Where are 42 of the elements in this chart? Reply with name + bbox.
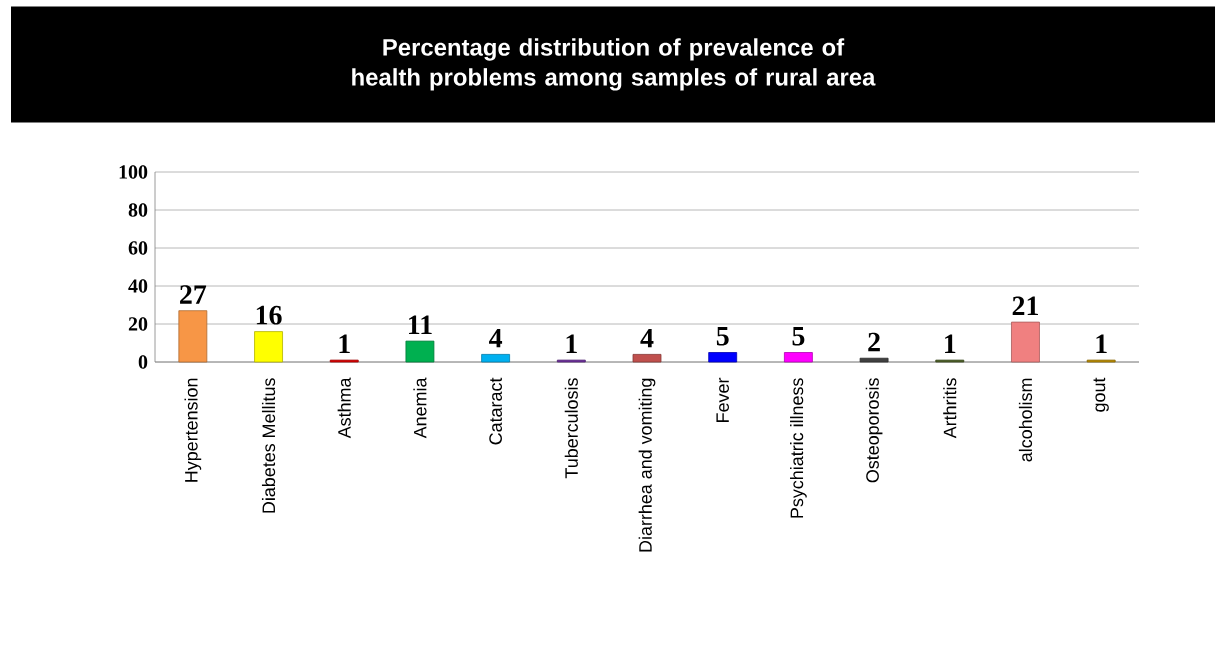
data-label: 21 <box>1012 296 1038 316</box>
data-label: 1 <box>339 334 350 354</box>
bar <box>405 340 435 363</box>
data-label: 27 <box>180 285 207 304</box>
bar <box>254 331 283 363</box>
x-tick-label: gout <box>1093 377 1109 412</box>
data-label: 16 <box>256 305 282 325</box>
data-label: 4 <box>489 328 503 348</box>
x-tick-label: alcoholism <box>1018 378 1033 462</box>
y-tick-label: 80 <box>128 203 148 217</box>
y-tick-label: 100 <box>119 165 148 179</box>
bar <box>859 357 889 363</box>
x-tick-label: Tuberculosis <box>564 378 578 479</box>
data-label: 1 <box>566 334 577 354</box>
x-tick-label: Cataract <box>489 377 502 445</box>
x-tick-label: Osteoporosis <box>865 378 883 483</box>
x-tick-label: Asthma <box>337 377 351 439</box>
data-label: 4 <box>640 328 654 348</box>
x-tick-label: Diarrhea and vomiting <box>638 378 656 552</box>
bar <box>178 310 208 363</box>
x-tick-label: Fever <box>716 377 729 422</box>
data-label: 11 <box>409 315 432 335</box>
y-tick-label: 0 <box>138 355 148 369</box>
chart-title: Percentage distribution of prevalence of health problems among samples of rural area <box>352 38 876 91</box>
bar <box>783 352 813 363</box>
y-tick-label: 60 <box>128 241 148 255</box>
bar <box>632 354 662 363</box>
x-tick-label: Arthritis <box>943 378 957 439</box>
y-tick-label: 20 <box>128 317 148 331</box>
data-label: 1 <box>1096 334 1107 354</box>
data-label: 2 <box>868 332 880 352</box>
x-tick-label: Anemia <box>413 377 427 439</box>
bar <box>1011 321 1040 363</box>
data-label: 5 <box>716 326 729 346</box>
data-label: 1 <box>945 334 956 354</box>
x-tick-label: Psychiatric illness <box>790 378 807 518</box>
bar <box>481 354 511 363</box>
data-label: 5 <box>792 326 805 346</box>
x-tick-label: Diabetes Mellitus <box>261 378 276 513</box>
x-tick-label: Hypertension <box>184 378 202 482</box>
bar <box>708 352 738 363</box>
y-tick-label: 40 <box>128 279 148 293</box>
